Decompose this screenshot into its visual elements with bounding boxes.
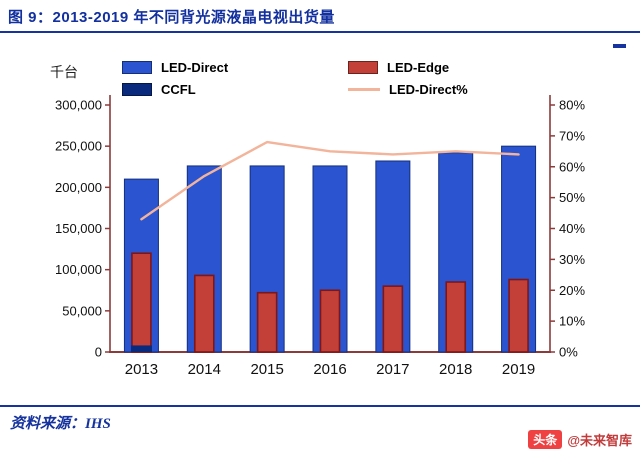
toutiao-badge: 头条 (528, 430, 563, 449)
footer-divider (0, 405, 640, 407)
bar-led-edge-2016 (319, 289, 341, 353)
title-divider (0, 31, 640, 33)
bar-led-edge-2018 (445, 281, 467, 353)
y-axis-left-tick-label: 50,000 (62, 303, 102, 318)
legend-item-led-edge: LED-Edge (348, 60, 468, 75)
bar-led-edge-2014 (193, 274, 215, 353)
legend-label: CCFL (161, 82, 196, 97)
chart-legend: LED-Direct LED-Edge CCFL LED-Direct% (122, 60, 468, 97)
y-axis-right-tick-label: 10% (559, 314, 585, 329)
y-axis-right-tick-label: 50% (559, 190, 585, 205)
y-axis-left-tick-label: 200,000 (55, 180, 102, 195)
bar-ccfl-2013 (130, 345, 152, 352)
legend-item-led-direct-pct: LED-Direct% (348, 82, 468, 97)
x-axis-label-2013: 2013 (125, 361, 158, 378)
legend-item-ccfl: CCFL (122, 82, 348, 97)
ccfl-swatch (122, 83, 152, 96)
y-axis-right-tick-label: 20% (559, 283, 585, 298)
source-label: 资料来源：IHS (10, 416, 111, 432)
x-axis-label-2015: 2015 (250, 361, 283, 378)
x-axis-label-2016: 2016 (313, 361, 346, 378)
y-axis-right-tick-label: 80% (559, 98, 585, 113)
y-axis-left-tick-label: 150,000 (55, 221, 102, 236)
watermark: 头条 @未来智库 (528, 430, 632, 449)
legend-item-led-direct: LED-Direct (122, 60, 348, 75)
x-axis-label-2017: 2017 (376, 361, 409, 378)
x-axis-label-2019: 2019 (502, 361, 535, 378)
legend-label: LED-Edge (387, 60, 450, 75)
y-axis-left-tick-label: 300,000 (55, 98, 102, 113)
watermark-handle: @未来智库 (567, 433, 632, 448)
corner-accent (613, 44, 626, 48)
led-direct-swatch (122, 61, 152, 74)
led-edge-swatch (348, 61, 378, 74)
y-axis-left-tick-label: 250,000 (55, 139, 102, 154)
bar-led-edge-2019 (508, 278, 529, 353)
legend-label: LED-Direct% (389, 82, 468, 97)
legend-label: LED-Direct (161, 60, 229, 75)
bar-led-edge-2013 (131, 252, 152, 353)
y-axis-left-tick-label: 0 (95, 345, 102, 360)
y-axis-right-tick-label: 70% (559, 128, 585, 143)
x-axis-label-2014: 2014 (188, 361, 221, 378)
y-axis-right-tick-label: 30% (559, 252, 585, 267)
led-direct-pct-line (140, 140, 520, 221)
x-axis-label-2018: 2018 (439, 361, 472, 378)
led-direct-pct-line-swatch (348, 88, 380, 91)
y-axis-left-tick-label: 100,000 (55, 262, 102, 277)
bar-led-edge-2017 (382, 285, 404, 353)
y-axis-right-tick-label: 40% (559, 221, 585, 236)
bar-led-edge-2015 (256, 291, 278, 353)
y-axis-right-tick-label: 0% (559, 345, 578, 360)
y-axis-right-tick-label: 60% (559, 159, 585, 174)
page-title: 图 9：2013-2019 年不同背光源液晶电视出货量 (8, 9, 335, 26)
y-axis-unit-label: 千台 (50, 64, 78, 80)
